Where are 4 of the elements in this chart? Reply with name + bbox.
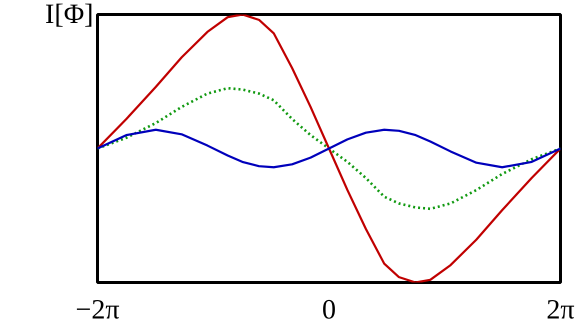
x-tick-label: 0 bbox=[322, 294, 336, 326]
y-axis-title: I[Φ] bbox=[45, 0, 94, 30]
x-tick-label: −2π bbox=[76, 294, 120, 326]
x-tick-label: 2π bbox=[546, 294, 575, 326]
